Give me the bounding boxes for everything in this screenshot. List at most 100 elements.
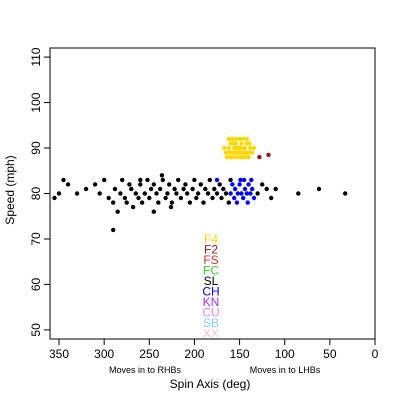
point-sl (120, 177, 125, 183)
point-f4 (238, 145, 243, 151)
point-sl (145, 177, 150, 183)
point-ch (244, 191, 249, 196)
legend-item-cu: CU (202, 306, 219, 320)
point-ch (241, 177, 247, 183)
point-sl (139, 200, 145, 205)
y-axis: 50 60 70 80 90 100 110 (29, 47, 50, 337)
point-f4 (235, 154, 240, 160)
x-axis-title: Spin Axis (deg) (170, 377, 251, 391)
y-tick-label: 50 (29, 323, 43, 337)
point-sl (210, 195, 215, 201)
legend-item-xx: XX (203, 327, 219, 341)
point-f4 (224, 154, 230, 160)
point-sl (159, 173, 165, 178)
point-sl (163, 195, 168, 201)
point-sl (130, 204, 136, 210)
point-sl (157, 186, 163, 192)
point-f4 (237, 136, 242, 142)
point-f4 (244, 136, 249, 142)
data-points (52, 136, 348, 233)
y-tick-label: 60 (29, 277, 43, 291)
point-f4 (223, 150, 229, 155)
point-f4 (228, 154, 233, 160)
legend-item-fs: FS (203, 253, 218, 267)
point-sl (147, 195, 152, 201)
x-tick-label: 350 (49, 347, 69, 361)
x-tick-label: 250 (139, 347, 159, 361)
y-tick-label: 100 (29, 92, 43, 112)
x-tick-label: 300 (94, 347, 114, 361)
point-ch (232, 195, 237, 201)
point-f4 (241, 145, 247, 151)
y-axis-title: Speed (mph) (3, 155, 17, 224)
point-sl (207, 177, 212, 183)
point-sl (183, 182, 188, 187)
legend-item-kn: KN (203, 295, 220, 309)
point-sl (223, 191, 229, 196)
point-sl (174, 191, 179, 196)
point-sl (198, 182, 203, 187)
point-sl (148, 186, 154, 192)
point-sl (176, 177, 181, 183)
point-sl (296, 191, 301, 196)
point-ch (248, 191, 253, 196)
point-f4 (234, 145, 240, 151)
point-sl (260, 182, 265, 187)
point-ch (239, 191, 244, 196)
point-f4 (222, 145, 227, 151)
point-sl (61, 177, 66, 183)
point-ch (241, 195, 246, 201)
point-f4 (226, 136, 231, 142)
point-sl (172, 186, 177, 192)
point-sl (118, 191, 123, 196)
point-sl (269, 195, 274, 201)
point-sl (221, 186, 226, 192)
point-ch (246, 182, 251, 187)
point-ch (251, 195, 257, 201)
point-sl (52, 195, 57, 201)
point-sl (138, 182, 143, 187)
point-sl (192, 177, 197, 183)
point-ch (238, 177, 243, 183)
x-sublabel-left: Moves in to RHBs (109, 365, 182, 375)
point-sl (154, 191, 159, 196)
x-axis: 350 300 250 200 150 100 50 0 (49, 339, 379, 361)
point-sl (111, 227, 116, 233)
point-sl (106, 195, 111, 201)
x-sublabel-right: Moves in to LHBs (250, 365, 321, 375)
point-sl (92, 182, 98, 187)
point-ch (234, 200, 240, 205)
point-ch (230, 182, 235, 187)
legend-item-fc: FC (203, 264, 219, 278)
x-tick-label: 150 (230, 347, 250, 361)
point-sl (122, 195, 128, 201)
point-f4 (251, 145, 257, 151)
point-sl (203, 186, 208, 192)
point-sl (226, 200, 231, 205)
point-f4 (231, 141, 236, 146)
point-sl (115, 209, 120, 214)
y-tick-label: 70 (29, 232, 43, 246)
point-sl (212, 186, 217, 192)
point-f4 (227, 150, 232, 155)
point-sl (97, 191, 102, 196)
y-tick-label: 80 (29, 187, 43, 201)
point-f4 (248, 145, 253, 151)
x-tick-label: 100 (275, 347, 295, 361)
point-sl (190, 186, 195, 192)
point-sl (127, 182, 132, 187)
point-sl (214, 191, 220, 196)
point-sl (151, 182, 156, 187)
point-sl (264, 186, 269, 192)
point-sl (187, 200, 193, 205)
point-sl (273, 186, 278, 192)
point-sl (102, 177, 107, 183)
point-sl (194, 195, 199, 201)
point-f4 (241, 136, 246, 142)
point-sl (169, 200, 175, 205)
point-sl (343, 191, 348, 196)
point-sl (160, 177, 165, 183)
point-sl (156, 200, 161, 205)
